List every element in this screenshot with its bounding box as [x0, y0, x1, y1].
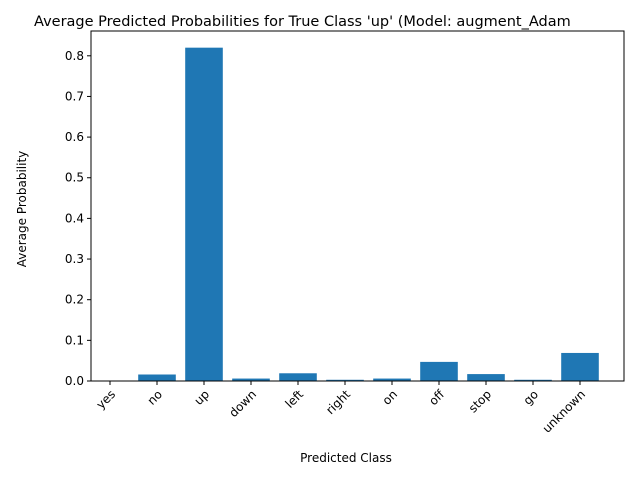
y-axis-label: Average Probability	[15, 151, 29, 268]
bar-stop	[467, 374, 505, 381]
x-tick-label: off	[426, 387, 447, 408]
bar-down	[232, 378, 270, 381]
bar-left	[279, 373, 317, 381]
x-tick-label: unknown	[540, 387, 588, 435]
y-tick-label: 0.6	[65, 130, 84, 144]
bar-off	[420, 361, 458, 381]
y-tick-label: 0.1	[65, 333, 84, 347]
chart-title: Average Predicted Probabilities for True…	[34, 14, 571, 30]
x-axis-label: Predicted Class	[300, 451, 392, 465]
bar-right	[326, 379, 364, 381]
x-tick-label: left	[282, 387, 306, 411]
x-tick-label: down	[226, 387, 259, 420]
x-tick-label: go	[521, 387, 541, 407]
bars-group	[91, 47, 599, 382]
bar-on	[373, 378, 411, 381]
y-tick-label: 0.2	[65, 293, 84, 307]
y-axis-ticks: 0.0 0.1 0.2 0.3 0.4 0.5 0.6 0.7 0.8	[65, 49, 91, 388]
bar-unknown	[561, 352, 599, 381]
bar-up	[185, 47, 223, 382]
y-tick-label: 0.5	[65, 171, 84, 185]
x-tick-label: up	[191, 387, 212, 408]
x-tick-label: on	[380, 387, 400, 407]
y-tick-label: 0.4	[65, 211, 84, 225]
bar-go	[514, 379, 552, 381]
y-tick-label: 0.7	[65, 89, 84, 103]
x-tick-label: yes	[94, 387, 119, 412]
x-tick-label: right	[323, 387, 353, 417]
y-tick-label: 0.3	[65, 252, 84, 266]
x-tick-label: no	[145, 387, 165, 407]
y-tick-label: 0.0	[65, 374, 84, 388]
x-tick-label: stop	[466, 387, 494, 415]
plot-frame	[90, 30, 625, 382]
bar-no	[138, 374, 176, 381]
y-tick-label: 0.8	[65, 49, 84, 63]
